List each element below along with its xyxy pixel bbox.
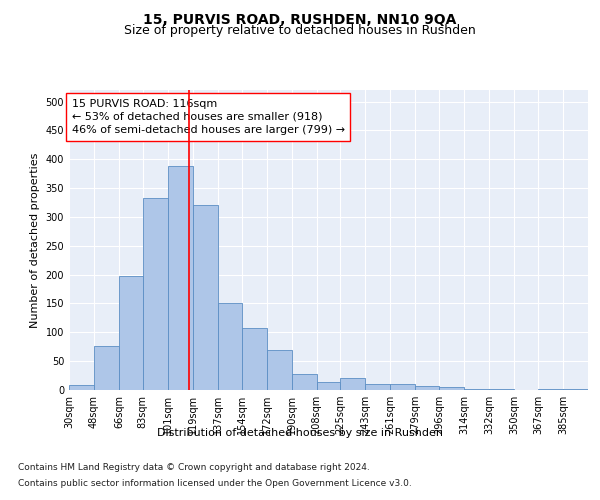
Y-axis label: Number of detached properties: Number of detached properties [30,152,40,328]
Text: 15, PURVIS ROAD, RUSHDEN, NN10 9QA: 15, PURVIS ROAD, RUSHDEN, NN10 9QA [143,12,457,26]
Bar [464,389,489,390]
Bar [365,384,391,390]
Bar [391,384,415,390]
Bar [193,206,218,390]
Bar [340,378,365,390]
Bar [292,374,317,390]
Bar [69,386,94,390]
Bar [415,386,439,390]
Bar [242,328,266,390]
Bar [317,382,340,390]
Bar [218,304,242,390]
Text: Contains HM Land Registry data © Crown copyright and database right 2024.: Contains HM Land Registry data © Crown c… [18,464,370,472]
Text: Distribution of detached houses by size in Rushden: Distribution of detached houses by size … [157,428,443,438]
Bar [119,276,143,390]
Text: Size of property relative to detached houses in Rushden: Size of property relative to detached ho… [124,24,476,37]
Bar [94,346,119,390]
Bar [143,198,168,390]
Bar [168,166,193,390]
Bar [439,387,464,390]
Bar [266,350,292,390]
Text: 15 PURVIS ROAD: 116sqm
← 53% of detached houses are smaller (918)
46% of semi-de: 15 PURVIS ROAD: 116sqm ← 53% of detached… [72,98,345,135]
Bar [538,389,563,390]
Text: Contains public sector information licensed under the Open Government Licence v3: Contains public sector information licen… [18,478,412,488]
